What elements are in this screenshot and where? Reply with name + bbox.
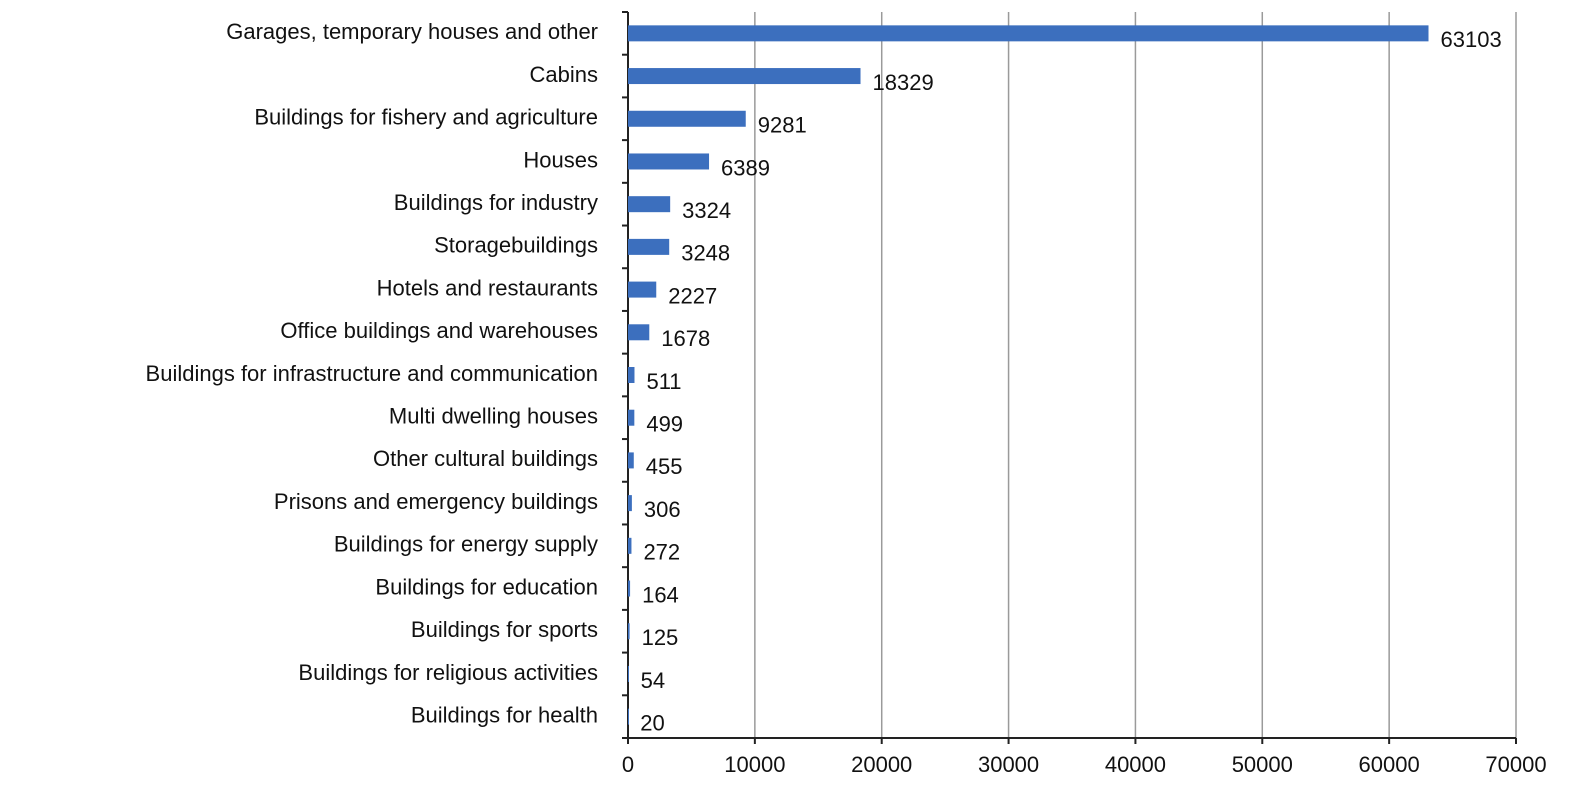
bar [628, 665, 629, 682]
data-label: 3324 [682, 198, 731, 223]
x-tick-label: 20000 [851, 752, 912, 777]
y-tick-label: Buildings for infrastructure and communi… [146, 361, 598, 386]
y-tick-label: Buildings for health [411, 702, 598, 727]
y-tick-label: Buildings for sports [411, 617, 598, 642]
data-label: 455 [646, 454, 683, 479]
data-label: 2227 [668, 283, 717, 308]
x-tick-label: 60000 [1359, 752, 1420, 777]
data-label: 499 [646, 412, 683, 437]
data-label: 18329 [873, 70, 934, 95]
x-tick-label: 70000 [1485, 752, 1546, 777]
bar [628, 238, 670, 255]
data-label: 164 [642, 582, 679, 607]
data-label: 1678 [661, 326, 710, 351]
y-tick-label: Buildings for energy supply [334, 532, 598, 557]
data-label: 6389 [721, 155, 770, 180]
bar [628, 708, 629, 725]
y-tick-label: Buildings for fishery and agriculture [254, 105, 598, 130]
x-tick-label: 40000 [1105, 752, 1166, 777]
x-tick-label: 30000 [978, 752, 1039, 777]
data-label: 20 [640, 710, 664, 735]
bar [628, 452, 634, 469]
data-label: 63103 [1441, 27, 1502, 52]
y-tick-label: Other cultural buildings [373, 446, 598, 471]
bar [628, 537, 632, 554]
bar [628, 409, 635, 426]
y-tick-label: Office buildings and warehouses [280, 318, 598, 343]
bar [628, 153, 710, 170]
y-tick-label: Multi dwelling houses [389, 404, 598, 429]
x-tick-label: 50000 [1232, 752, 1293, 777]
data-label: 272 [643, 540, 680, 565]
bar [628, 324, 650, 341]
y-tick-label: Garages, temporary houses and other [226, 19, 598, 44]
y-tick-label: Buildings for education [375, 574, 598, 599]
y-tick-label: Buildings for industry [394, 190, 598, 215]
bar [628, 68, 861, 85]
x-tick-label: 10000 [724, 752, 785, 777]
bar [628, 196, 671, 213]
y-tick-label: Hotels and restaurants [377, 275, 598, 300]
data-label: 306 [644, 497, 681, 522]
bar [628, 25, 1429, 42]
y-tick-label: Houses [523, 147, 598, 172]
data-label: 125 [642, 625, 679, 650]
data-label: 54 [641, 668, 665, 693]
data-label: 3248 [681, 241, 730, 266]
bar [628, 623, 630, 640]
bar [628, 580, 631, 597]
data-label: 9281 [758, 113, 807, 138]
bar [628, 110, 746, 127]
x-tick-label: 0 [622, 752, 634, 777]
y-tick-label: Buildings for religious activities [298, 660, 598, 685]
y-tick-label: Prisons and emergency buildings [274, 489, 598, 514]
y-tick-label: Storagebuildings [434, 233, 598, 258]
bar [628, 281, 657, 298]
bar [628, 367, 635, 383]
bar [628, 495, 632, 512]
data-label: 511 [646, 369, 681, 394]
y-tick-label: Cabins [530, 62, 598, 87]
